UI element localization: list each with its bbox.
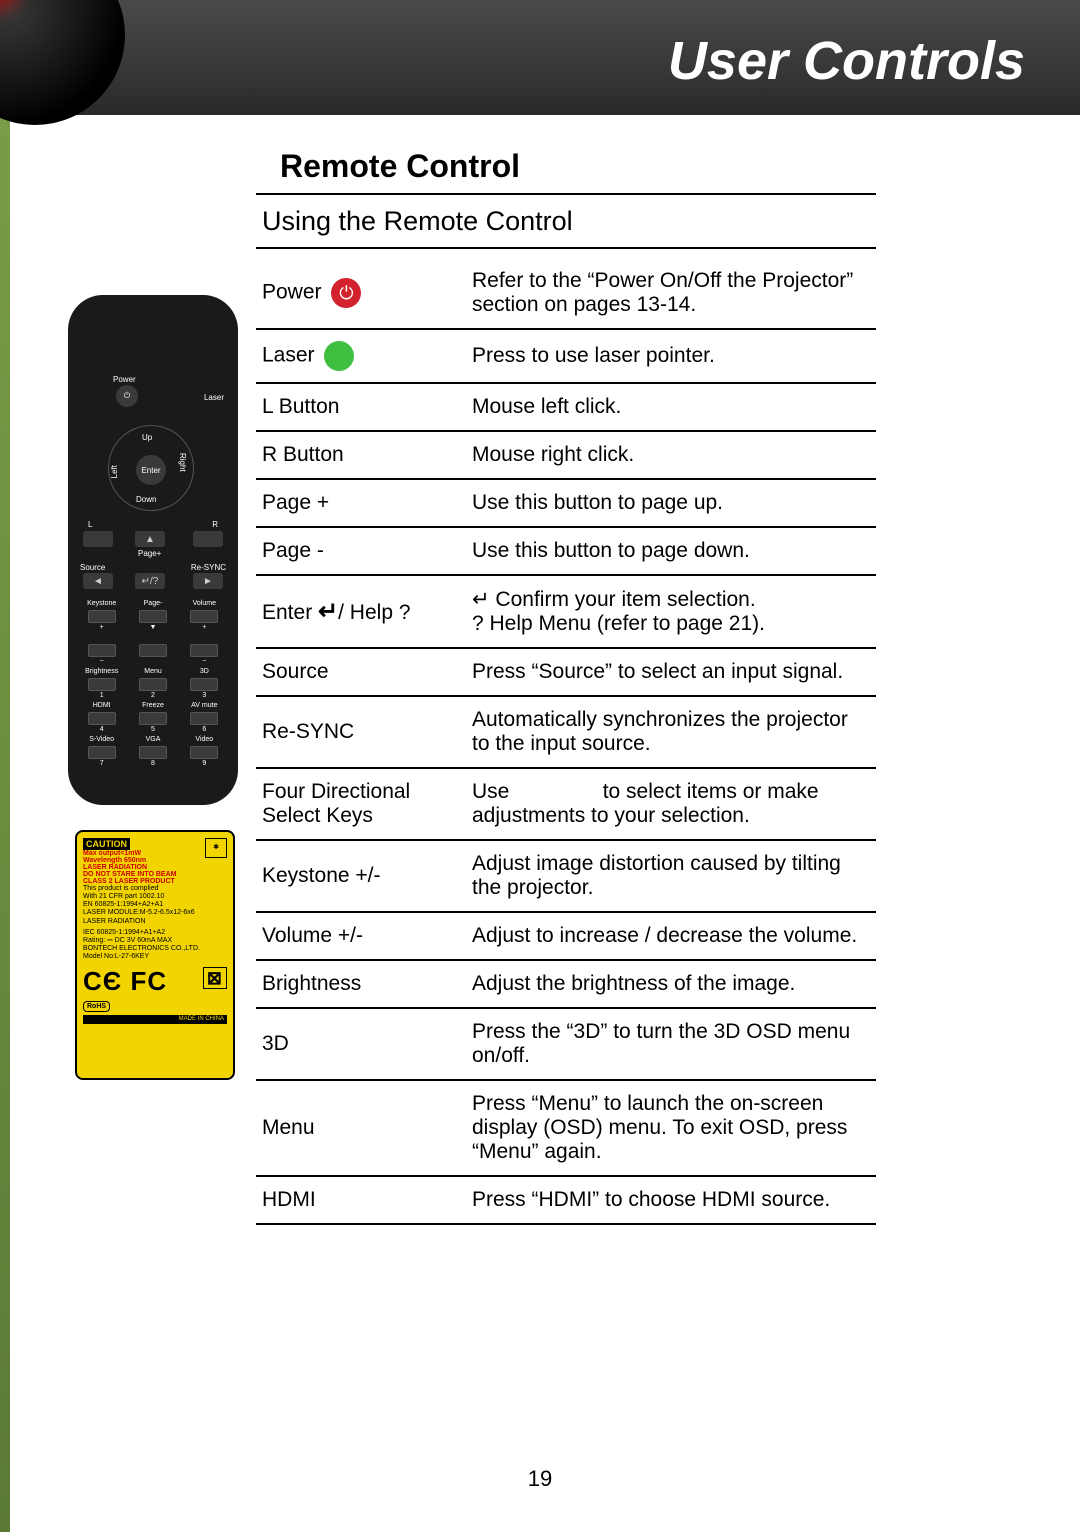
source-button: ◄ bbox=[83, 573, 113, 589]
rule bbox=[256, 247, 876, 249]
laser-warning-icon: ✱ bbox=[205, 838, 227, 858]
power-icon: ⏻ bbox=[331, 278, 361, 308]
page-title: User Controls bbox=[668, 30, 1025, 92]
control-label: Brightness bbox=[256, 960, 466, 1008]
remote-grid: Keystone+Page-▼Volume+−−Brightness1Menu2… bbox=[80, 600, 226, 767]
enter-button: Enter bbox=[136, 455, 166, 485]
remote-label: Re-SYNC bbox=[191, 563, 226, 572]
page-edge-accent bbox=[0, 0, 10, 1532]
caution-line: Model No:L-27-6KEY bbox=[83, 953, 227, 961]
remote-label: Up bbox=[142, 433, 152, 442]
control-label: L Button bbox=[256, 383, 466, 431]
caution-line: EN 60825-1:1994+A2+A1 bbox=[83, 901, 227, 909]
caution-header: CAUTION bbox=[83, 838, 130, 850]
remote-grid-cell bbox=[131, 634, 174, 665]
control-description: Press “HDMI” to choose HDMI source. bbox=[466, 1176, 876, 1224]
power-icon: ⏻ bbox=[116, 385, 138, 407]
caution-line: IEC 60825-1:1994+A1+A2 bbox=[83, 929, 227, 937]
remote-label: Left bbox=[110, 465, 119, 478]
l-button bbox=[83, 531, 113, 547]
control-label: 3D bbox=[256, 1008, 466, 1080]
caution-line: LASER MODULE:M-5.2-6.5x12-6x6 bbox=[83, 909, 227, 917]
control-description: Press “Source” to select an input signal… bbox=[466, 648, 876, 696]
page-number: 19 bbox=[0, 1466, 1080, 1492]
control-description: Adjust the brightness of the image. bbox=[466, 960, 876, 1008]
remote-grid-cell: Brightness1 bbox=[80, 668, 123, 699]
enter-help-button: ↵/? bbox=[135, 573, 165, 589]
rohs-mark: RoHS bbox=[83, 1001, 110, 1012]
remote-grid-cell: Volume+ bbox=[183, 600, 226, 631]
control-description: Press the “3D” to turn the 3D OSD menu o… bbox=[466, 1008, 876, 1080]
remote-grid-cell: Menu2 bbox=[131, 668, 174, 699]
remote-label: Down bbox=[136, 495, 156, 504]
remote-label: R bbox=[212, 520, 218, 529]
control-description: Press “Menu” to launch the on-screen dis… bbox=[466, 1080, 876, 1176]
remote-illustration: Power Laser ⏻ Enter Up Down Left Right L… bbox=[68, 295, 238, 805]
control-label: R Button bbox=[256, 431, 466, 479]
caution-label: CAUTION ✱ Max output<1mW Wavelength 650n… bbox=[75, 830, 235, 1080]
remote-grid-cell: Keystone+ bbox=[80, 600, 123, 631]
control-description: Adjust image distortion caused by tiltin… bbox=[466, 840, 876, 912]
page-up-button: ▲ bbox=[135, 531, 165, 547]
control-description: Use to select items or make adjustments … bbox=[466, 768, 876, 840]
remote-grid-cell: VGA8 bbox=[131, 736, 174, 767]
remote-label: Power bbox=[113, 375, 136, 384]
remote-grid-cell: Freeze5 bbox=[131, 702, 174, 733]
section-title: Remote Control bbox=[280, 148, 520, 185]
control-description: Use this button to page down. bbox=[466, 527, 876, 575]
rule bbox=[256, 193, 876, 195]
control-label: Menu bbox=[256, 1080, 466, 1176]
remote-grid-cell: Page-▼ bbox=[131, 600, 174, 631]
caution-line: This product is complied bbox=[83, 885, 227, 893]
caution-line: With 21 CFR part 1002.10 bbox=[83, 893, 227, 901]
caution-line: Wavelength 650nm bbox=[83, 857, 227, 864]
control-description: Mouse right click. bbox=[466, 431, 876, 479]
header-band: User Controls bbox=[0, 0, 1080, 115]
remote-grid-cell: S-Video7 bbox=[80, 736, 123, 767]
control-description: ↵ Confirm your item selection.? Help Men… bbox=[466, 575, 876, 648]
r-button bbox=[193, 531, 223, 547]
remote-grid-cell: 3D3 bbox=[183, 668, 226, 699]
made-in: MADE IN CHINA bbox=[83, 1015, 227, 1024]
control-description: Press to use laser pointer. bbox=[466, 329, 876, 383]
control-description: Refer to the “Power On/Off the Projector… bbox=[466, 258, 876, 329]
control-label: Page - bbox=[256, 527, 466, 575]
remote-grid-cell: − bbox=[80, 634, 123, 665]
remote-label: L bbox=[88, 520, 92, 529]
section-subtitle: Using the Remote Control bbox=[262, 206, 573, 237]
control-label: Source bbox=[256, 648, 466, 696]
control-label: Four Directional Select Keys bbox=[256, 768, 466, 840]
laser-icon bbox=[324, 341, 354, 371]
remote-grid-cell: AV mute6 bbox=[183, 702, 226, 733]
control-label: Laser bbox=[256, 329, 466, 383]
control-description: Use this button to page up. bbox=[466, 479, 876, 527]
control-description: Mouse left click. bbox=[466, 383, 876, 431]
remote-label: Right bbox=[178, 453, 187, 472]
caution-line: BONTECH ELECTRONICS CO.,LTD. bbox=[83, 945, 227, 953]
caution-line: Rating: ⎓ DC 3V 60mA MAX bbox=[83, 937, 227, 945]
control-description: Adjust to increase / decrease the volume… bbox=[466, 912, 876, 960]
control-label: HDMI bbox=[256, 1176, 466, 1224]
caution-line: CLASS 2 LASER PRODUCT bbox=[83, 878, 227, 885]
control-description: Automatically synchronizes the projector… bbox=[466, 696, 876, 768]
remote-grid-cell: − bbox=[183, 634, 226, 665]
control-label: Enter ↵/ Help ? bbox=[256, 575, 466, 648]
control-label: Re-SYNC bbox=[256, 696, 466, 768]
control-label: Page + bbox=[256, 479, 466, 527]
ce-fc-mark: CЄ FC ⊠ bbox=[83, 967, 227, 997]
control-label: Power ⏻ bbox=[256, 258, 466, 329]
remote-grid-cell: Video9 bbox=[183, 736, 226, 767]
resync-button: ► bbox=[193, 573, 223, 589]
control-label: Keystone +/- bbox=[256, 840, 466, 912]
remote-label: Source bbox=[80, 563, 105, 572]
remote-label: Page+ bbox=[138, 549, 161, 558]
caution-line: LASER RADIATION bbox=[83, 918, 227, 926]
control-label: Volume +/- bbox=[256, 912, 466, 960]
caution-line: LASER RADIATION bbox=[83, 864, 227, 871]
controls-table: Power ⏻Refer to the “Power On/Off the Pr… bbox=[256, 258, 876, 1225]
remote-label: Laser bbox=[204, 393, 224, 402]
remote-grid-cell: HDMI4 bbox=[80, 702, 123, 733]
caution-line: DO NOT STARE INTO BEAM bbox=[83, 871, 227, 878]
